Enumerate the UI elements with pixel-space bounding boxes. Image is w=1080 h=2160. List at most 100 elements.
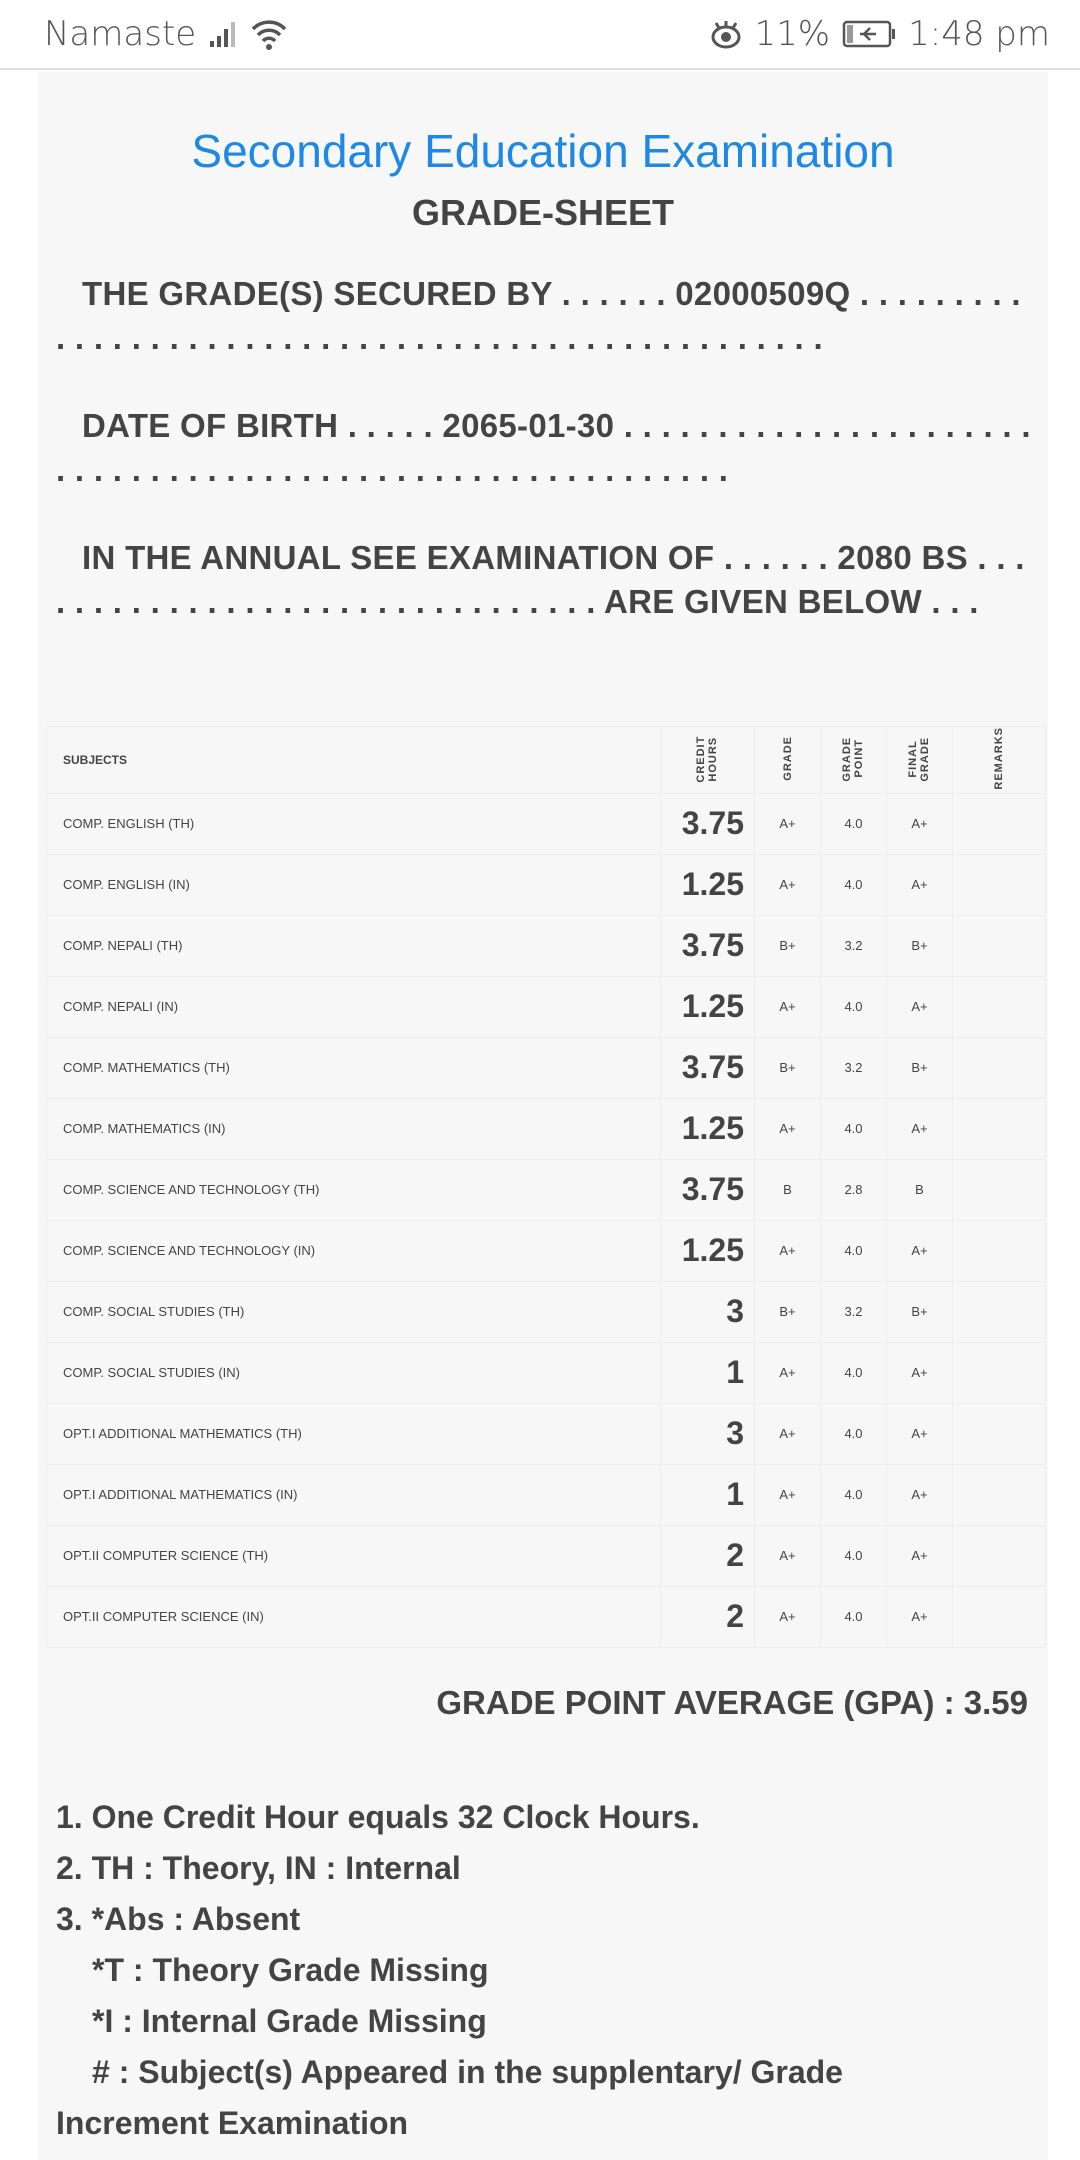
remarks-cell [952,1341,1046,1404]
remarks-cell [952,1158,1046,1221]
note-item: *T : Theory Grade Missing [92,1952,489,1988]
grade-cell: B+ [754,914,821,977]
note-item: 1. One Credit Hour equals 32 Clock Hours… [56,1799,700,1835]
remarks-cell [952,1097,1046,1160]
final-grade-cell: B+ [886,914,953,977]
subject-cell: OPT.I ADDITIONAL MATHEMATICS (TH) [46,1402,661,1465]
subject-cell: OPT.I ADDITIONAL MATHEMATICS (IN) [46,1463,661,1526]
subject-cell: COMP. MATHEMATICS (TH) [46,1036,661,1099]
eye-icon [711,21,741,49]
credit-hours-cell: 2 [660,1524,755,1587]
remarks-cell [952,1524,1046,1587]
credit-hours-cell: 1 [660,1341,755,1404]
credit-hours-cell: 1.25 [660,853,755,916]
credit-hours-cell: 3 [660,1402,755,1465]
final-grade-cell: B [886,1158,953,1221]
grade-cell: A+ [754,1463,821,1526]
header-grade-point: GRADE POINT [820,726,887,794]
subject-cell: OPT.II COMPUTER SCIENCE (IN) [46,1585,661,1648]
grade-point-cell: 4.0 [820,1341,887,1404]
table-row: OPT.II COMPUTER SCIENCE (IN) 2 A+ 4.0 A+ [46,1585,1046,1648]
grade-cell: A+ [754,1219,821,1282]
grade-point-cell: 4.0 [820,792,887,855]
page-title: Secondary Education Examination [191,125,895,177]
remarks-cell [952,975,1046,1038]
remarks-cell [952,1402,1046,1465]
final-grade-cell: A+ [886,1585,953,1648]
subject-cell: COMP. NEPALI (IN) [46,975,661,1038]
grade-point-cell: 4.0 [820,1219,887,1282]
grade-point-cell: 3.2 [820,1036,887,1099]
remarks-cell [952,1585,1046,1648]
grade-point-cell: 2.8 [820,1158,887,1221]
exam-line: IN THE ANNUAL SEE EXAMINATION OF . . . .… [56,539,1025,620]
header-final-grade: FINAL GRADE [886,726,953,794]
note-item: 2. TH : Theory, IN : Internal [56,1850,461,1886]
table-row: COMP. SOCIAL STUDIES (IN) 1 A+ 4.0 A+ [46,1341,1046,1404]
table-row: OPT.II COMPUTER SCIENCE (TH) 2 A+ 4.0 A+ [46,1524,1046,1587]
final-grade-cell: A+ [886,1402,953,1465]
grade-point-cell: 3.2 [820,914,887,977]
note-item: # : Subject(s) Appeared in the supplenta… [92,2054,843,2090]
grade-point-cell: 4.0 [820,853,887,916]
gpa-summary: GRADE POINT AVERAGE (GPA) : 3.59 [436,1684,1028,1721]
credit-hours-cell: 3 [660,1280,755,1343]
grades-table: SUBJECTS CREDIT HOURS GRADE GRADE POINT … [46,726,1046,1648]
final-grade-cell: A+ [886,853,953,916]
final-grade-cell: A+ [886,1097,953,1160]
table-row: COMP. SCIENCE AND TECHNOLOGY (TH) 3.75 B 2.… [46,1158,1046,1221]
final-grade-cell: A+ [886,1524,953,1587]
grade-cell: A+ [754,792,821,855]
notes: 1. One Credit Hour equals 32 Clock Hours… [56,1792,843,2149]
table-header-row: SUBJECTS CREDIT HOURS GRADE GRADE POINT … [46,726,1046,794]
page-subtitle: GRADE-SHEET [411,192,675,233]
grade-cell: A+ [754,1402,821,1465]
grade-cell: A+ [754,975,821,1038]
grade-cell: B [754,1158,821,1221]
subject-cell: COMP. ENGLISH (IN) [46,853,661,916]
header-remarks: REMARKS [952,726,1046,794]
subject-cell: COMP. ENGLISH (TH) [46,792,661,855]
grade-point-cell: 4.0 [820,1585,887,1648]
table-row: OPT.I ADDITIONAL MATHEMATICS (TH) 3 A+ 4.0 A… [46,1402,1046,1465]
note-item: 3. *Abs : Absent [56,1901,301,1937]
table-row: COMP. SOCIAL STUDIES (TH) 3 B+ 3.2 B+ [46,1280,1046,1343]
subject-cell: COMP. MATHEMATICS (IN) [46,1097,661,1160]
final-grade-cell: A+ [886,1219,953,1282]
credit-hours-cell: 3.75 [660,1036,755,1099]
table-row: COMP. NEPALI (TH) 3.75 B+ 3.2 B+ [46,914,1046,977]
carrier-name: Namaste [44,14,197,54]
credit-hours-cell: 1.25 [660,975,755,1038]
header-grade: GRADE [754,726,821,794]
grade-point-cell: 4.0 [820,1402,887,1465]
status-bar: Namaste 11% 1:48 pm [0,0,1080,70]
dob-line: DATE OF BIRTH . . . . . 2065-01-30 . . .… [56,407,1031,488]
table-row: COMP. NEPALI (IN) 1.25 A+ 4.0 A+ [46,975,1046,1038]
credit-hours-cell: 3.75 [660,1158,755,1221]
grade-point-cell: 4.0 [820,1463,887,1526]
table-row: COMP. ENGLISH (IN) 1.25 A+ 4.0 A+ [46,853,1046,916]
grade-point-cell: 4.0 [820,975,887,1038]
grade-cell: B+ [754,1280,821,1343]
remarks-cell [952,792,1046,855]
remarks-cell [952,1219,1046,1282]
wifi-icon [251,20,287,50]
subject-cell: OPT.II COMPUTER SCIENCE (TH) [46,1524,661,1587]
grade-sheet-card: Secondary Education Examination GRADE-SH… [38,72,1048,2160]
final-grade-cell: B+ [886,1036,953,1099]
header-subjects: SUBJECTS [46,726,661,794]
remarks-cell [952,1036,1046,1099]
subject-cell: COMP. NEPALI (TH) [46,914,661,977]
credit-hours-cell: 2 [660,1585,755,1648]
final-grade-cell: A+ [886,1341,953,1404]
battery-charging-icon [842,20,896,48]
credit-hours-cell: 1.25 [660,1219,755,1282]
remarks-cell [952,853,1046,916]
signal-icon [210,22,236,47]
remarks-cell [952,1463,1046,1526]
remarks-cell [952,1280,1046,1343]
table-row: COMP. ENGLISH (TH) 3.75 A+ 4.0 A+ [46,792,1046,855]
grade-point-cell: 4.0 [820,1524,887,1587]
final-grade-cell: A+ [886,975,953,1038]
secured-by-line: THE GRADE(S) SECURED BY . . . . . . 0200… [56,275,1021,356]
